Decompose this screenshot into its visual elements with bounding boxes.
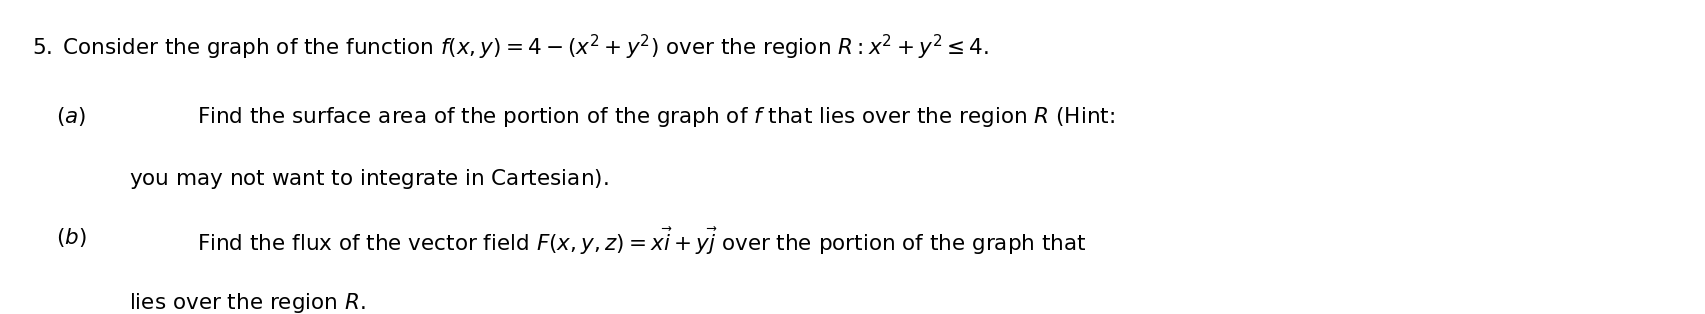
Text: $\text{Find the flux of the vector field }F(x, y, z) = x\vec{i}+y\vec{j}\text{ o: $\text{Find the flux of the vector field… (198, 226, 1086, 257)
Text: $(b)$: $(b)$ (56, 226, 87, 249)
Text: $\text{you may not want to integrate in Cartesian).}$: $\text{you may not want to integrate in … (130, 167, 609, 191)
Text: $5.\;\text{Consider the graph of the function }f(x, y) = 4 - (x^2 + y^2)\text{ o: $5.\;\text{Consider the graph of the fun… (32, 32, 989, 62)
Text: $(a)$: $(a)$ (56, 105, 85, 128)
Text: $\text{lies over the region }R\text{.}$: $\text{lies over the region }R\text{.}$ (130, 290, 367, 314)
Text: $\text{Find the surface area of the portion of the graph of }f\text{ that lies o: $\text{Find the surface area of the port… (198, 105, 1115, 129)
